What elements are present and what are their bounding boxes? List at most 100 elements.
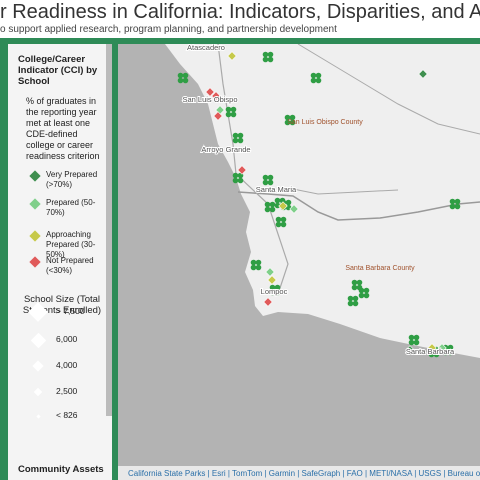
school-marker — [213, 111, 223, 121]
legend-label: Not Prepared (<30%) — [46, 256, 94, 275]
leaf — [351, 284, 358, 291]
leaf — [177, 77, 184, 84]
leaf — [413, 334, 420, 341]
leaf — [454, 198, 461, 205]
school-marker — [418, 69, 428, 79]
leaf — [232, 132, 239, 139]
leaf — [358, 292, 365, 299]
asset-icon — [269, 284, 281, 296]
school-marker — [437, 343, 447, 353]
leaf — [225, 106, 232, 113]
leaf — [177, 72, 184, 79]
asset-icon — [284, 114, 296, 126]
size-swatch — [30, 332, 46, 348]
size-label: 2,500 — [56, 386, 78, 396]
leaf — [449, 198, 456, 205]
place-label: Atascadero — [187, 44, 225, 52]
road — [292, 188, 399, 195]
leaf — [267, 51, 274, 58]
asset-icon — [250, 259, 262, 271]
size-swatch — [35, 413, 41, 419]
leaf — [255, 264, 262, 271]
place-label: San Luis Obispo — [182, 95, 237, 104]
leaf — [182, 77, 189, 84]
asset-icon — [351, 279, 363, 291]
leaf — [230, 111, 237, 118]
asset-icon — [408, 334, 420, 346]
school-marker — [267, 275, 277, 285]
leaf — [274, 284, 281, 291]
school-marker — [211, 91, 221, 101]
leaf — [358, 287, 365, 294]
asset-icon — [275, 216, 287, 228]
size-swatch — [33, 387, 43, 397]
leaf — [269, 284, 276, 291]
attribution: California State Parks | Esri | TomTom |… — [128, 469, 480, 478]
leaf — [442, 349, 449, 356]
leaf — [275, 221, 282, 228]
leaf — [250, 259, 257, 266]
leaf — [289, 114, 296, 121]
place-label: Santa Barbara — [406, 347, 455, 356]
leaf — [352, 300, 359, 307]
leaf — [269, 201, 276, 208]
place-label: Santa Maria — [256, 185, 297, 194]
leaf — [275, 216, 282, 223]
road — [297, 44, 480, 135]
leaf — [285, 199, 292, 206]
scrollbar[interactable] — [106, 44, 112, 416]
assets-title: Community Assets — [18, 464, 104, 475]
size-title: School Size (Total Students Enrolled) — [22, 294, 102, 316]
school-marker — [427, 343, 437, 353]
leaf — [262, 56, 269, 63]
legend-label: Prepared (50-70%) — [46, 198, 96, 217]
legend-label: Approaching Prepared (30-50%) — [46, 230, 96, 259]
leaf — [267, 179, 274, 186]
asset-icon — [347, 295, 359, 307]
leaf — [310, 77, 317, 84]
leaf — [264, 201, 271, 208]
leaf — [315, 72, 322, 79]
leaf — [182, 72, 189, 79]
markers[interactable] — [177, 51, 461, 358]
leaf — [267, 174, 274, 181]
county-line — [237, 191, 480, 221]
leaf — [284, 114, 291, 121]
school-marker — [205, 87, 215, 97]
leaf — [269, 289, 276, 296]
leaf — [269, 206, 276, 213]
legend-title: College/Career Indicator (CCI) by School — [18, 54, 98, 87]
leaf — [449, 203, 456, 210]
subtitle: o support applied research, program plan… — [0, 24, 337, 35]
school-marker — [265, 267, 275, 277]
leaf — [232, 172, 239, 179]
leaf — [262, 174, 269, 181]
land — [165, 44, 480, 358]
leaf — [237, 137, 244, 144]
attribution-bg — [118, 466, 480, 480]
asset-icon — [262, 174, 274, 186]
place-label: Arroyo Grande — [201, 145, 250, 154]
leaf — [274, 202, 281, 209]
leaf — [232, 137, 239, 144]
leaf — [280, 221, 287, 228]
leaf — [363, 292, 370, 299]
asset-icon — [358, 287, 370, 299]
map[interactable]: California State Parks | Esri | TomTom |… — [118, 44, 480, 480]
leaf — [447, 349, 454, 356]
leaf — [250, 264, 257, 271]
size-label: < 826 — [56, 410, 78, 420]
leaf — [454, 203, 461, 210]
leaf — [428, 351, 435, 358]
legend-swatch — [29, 198, 41, 210]
asset-icon — [177, 72, 189, 84]
school-marker — [227, 51, 237, 61]
size-label: 6,000 — [56, 334, 78, 344]
legend-swatch — [29, 256, 41, 268]
leaf — [267, 56, 274, 63]
asset-icon — [225, 106, 237, 118]
leaf — [284, 119, 291, 126]
leaf — [262, 179, 269, 186]
school-marker — [237, 165, 247, 175]
leaf — [363, 287, 370, 294]
